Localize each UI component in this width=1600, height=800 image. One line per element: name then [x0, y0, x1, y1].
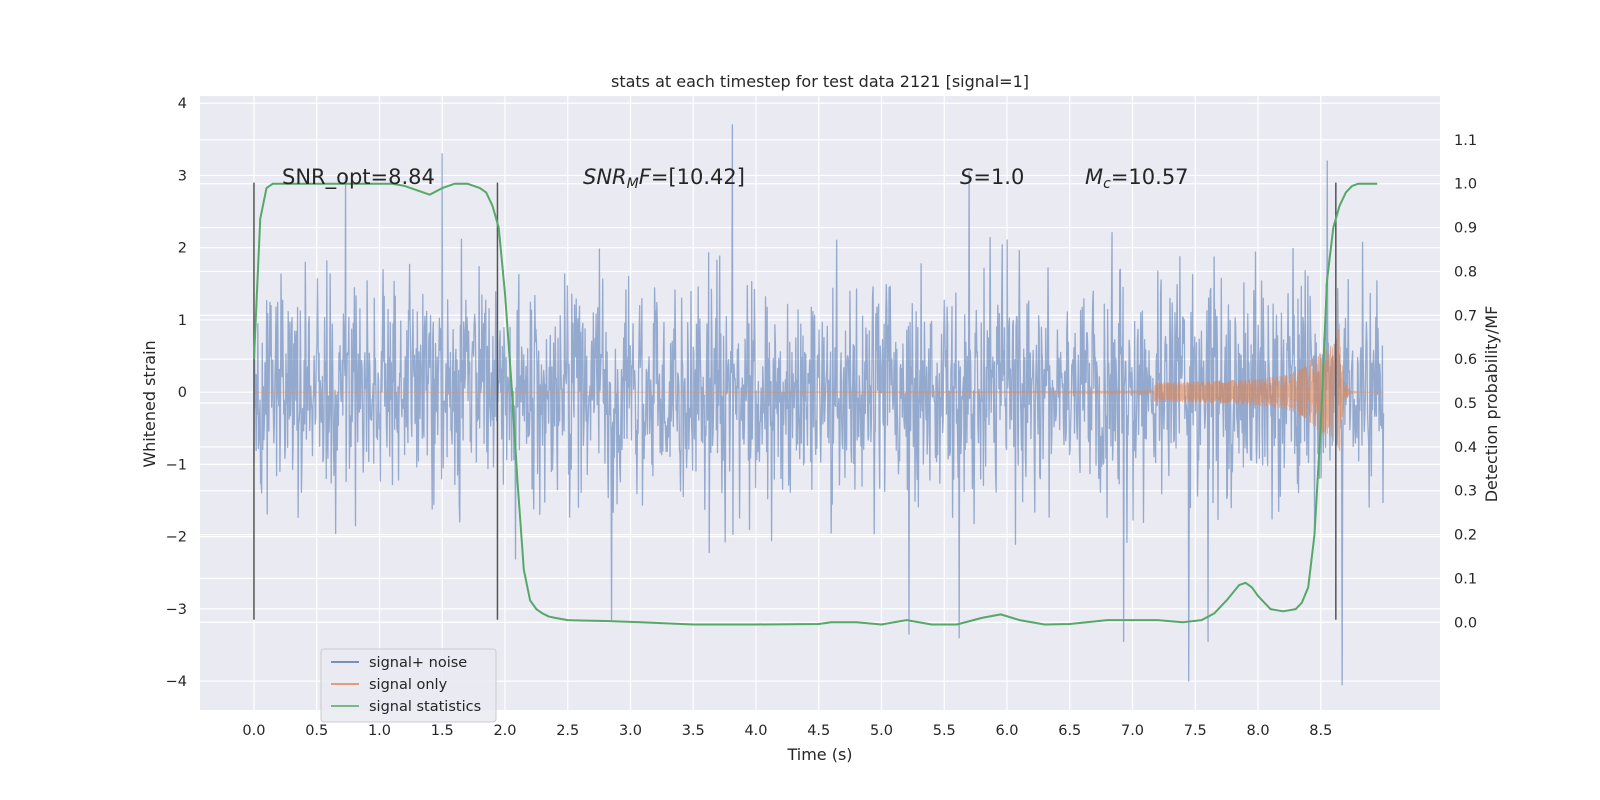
y2-tick-label: 0.1	[1454, 571, 1477, 587]
x-tick-label: 3.0	[619, 723, 642, 739]
y2-tick-label: 0.7	[1454, 308, 1477, 324]
x-tick-label: 6.5	[1058, 723, 1081, 739]
y2-tick-label: 0.4	[1454, 440, 1477, 456]
x-tick-label: 4.0	[744, 723, 767, 739]
legend: signal+ noise signal only signal statist…	[320, 648, 497, 723]
x-tick-label: 8.0	[1246, 723, 1269, 739]
x-tick-labels: 0.0 0.5 1.0 1.5 2.0 2.5 3.0 3.5 4.0 4.5 5.0 5.5 6.0 6…	[242, 723, 1332, 739]
y-tick-label: 3	[178, 168, 187, 184]
y2-tick-label: 0.9	[1454, 221, 1477, 237]
y-tick-labels: 4 3 2 1 0 −1 −2 −3 −4	[166, 96, 187, 690]
y-tick-label: −4	[166, 674, 187, 690]
y2-tick-labels: 1.1 1.0 0.9 0.8 0.7 0.6 0.5 0.4 0.3 0.2 0.1 0.0	[1454, 133, 1477, 631]
x-tick-label: 4.5	[807, 723, 830, 739]
y2-tick-label: 0.8	[1454, 264, 1477, 280]
annotation-s: S=1.0	[960, 165, 1024, 189]
x-tick-label: 2.5	[556, 723, 579, 739]
x-tick-label: 7.0	[1121, 723, 1144, 739]
legend-label-signal-noise: signal+ noise	[369, 655, 467, 671]
y2-tick-label: 0.2	[1454, 528, 1477, 544]
y2-tick-label: 0.0	[1454, 615, 1477, 631]
x-axis-label: Time (s)	[786, 745, 852, 764]
y-tick-label: −1	[166, 457, 187, 473]
annotation-snr-opt: SNR_opt=8.84	[282, 165, 435, 190]
x-tick-label: 2.0	[493, 723, 516, 739]
legend-label-signal-statistics: signal statistics	[369, 699, 481, 715]
x-tick-label: 3.5	[682, 723, 705, 739]
y-tick-label: −2	[166, 530, 187, 546]
x-tick-label: 5.0	[870, 723, 893, 739]
y-tick-label: 1	[178, 313, 187, 329]
x-tick-label: 5.5	[933, 723, 956, 739]
y2-tick-label: 0.5	[1454, 396, 1477, 412]
y2-tick-label: 1.1	[1454, 133, 1477, 149]
x-tick-label: 8.5	[1309, 723, 1332, 739]
y2-tick-label: 0.3	[1454, 484, 1477, 500]
y-axis-label: Whitened strain	[140, 340, 159, 467]
legend-box	[320, 648, 497, 723]
y2-tick-label: 1.0	[1454, 177, 1477, 193]
x-tick-label: 1.5	[431, 723, 454, 739]
y2-tick-label: 0.6	[1454, 352, 1477, 368]
x-tick-label: 1.0	[368, 723, 391, 739]
signal-only-line	[253, 323, 1384, 452]
x-tick-label: 7.5	[1184, 723, 1207, 739]
y-tick-label: 4	[178, 96, 187, 112]
x-tick-label: 0.5	[305, 723, 328, 739]
vertical-markers	[253, 182, 1337, 620]
annotation-snr-mf: SNRMF=[10.42]	[583, 165, 745, 192]
signal-only-series	[253, 323, 1384, 452]
signal-statistics-series	[252, 182, 1378, 626]
x-tick-label: 0.0	[242, 723, 265, 739]
y2-axis-label: Detection probability/MF	[1482, 306, 1501, 503]
y-tick-label: −3	[166, 602, 187, 618]
chart-title: stats at each timestep for test data 212…	[611, 72, 1029, 91]
legend-label-signal-only: signal only	[369, 677, 448, 693]
y-tick-label: 2	[178, 241, 187, 257]
y-tick-label: 0	[178, 385, 187, 401]
signal-statistics-line	[252, 182, 1378, 626]
annotation-snr-opt-text: SNR_opt=8.84	[282, 165, 435, 190]
x-tick-label: 6.0	[995, 723, 1018, 739]
annotation-mc: Mc=10.57	[1085, 165, 1189, 192]
